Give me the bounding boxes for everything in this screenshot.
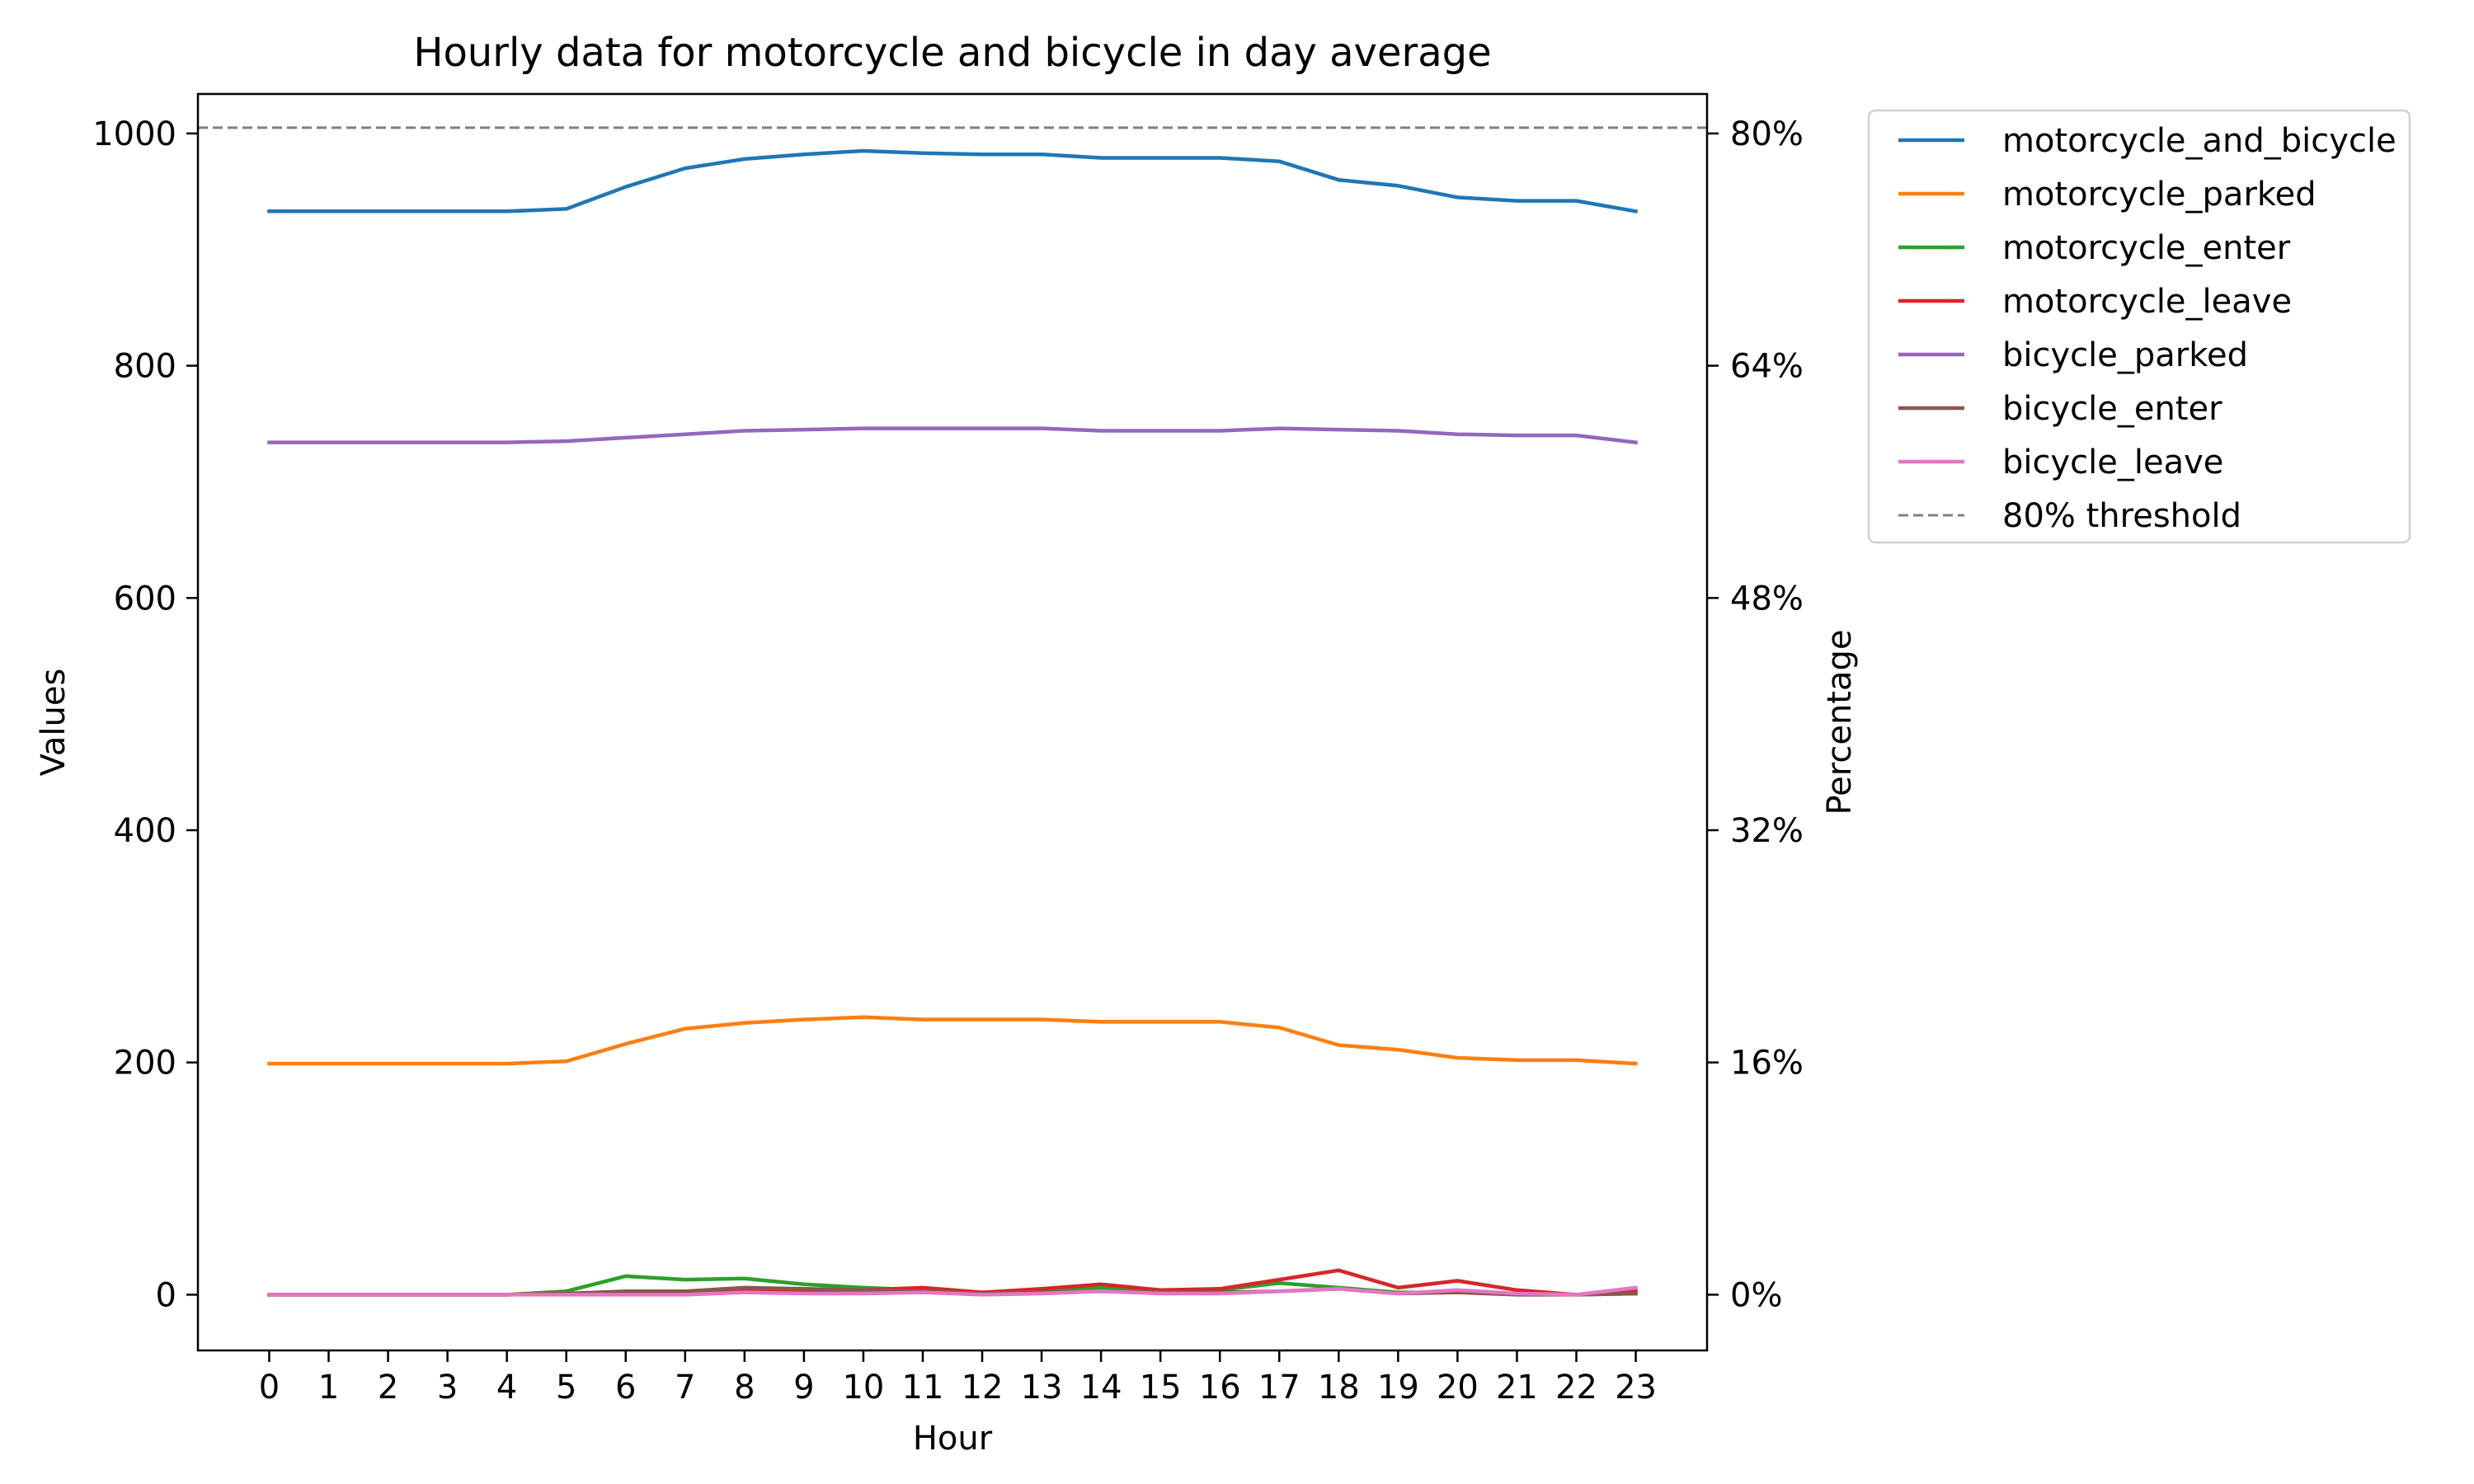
series-line-motorcycle-and-bicycle	[267, 148, 1639, 214]
x-tick-label: 11	[902, 1369, 944, 1407]
plot-frame	[196, 92, 1709, 1352]
legend-box	[1867, 109, 2411, 544]
y2-tick-label: 0%	[1730, 1276, 1782, 1314]
y-tick-label: 600	[114, 580, 176, 618]
x-tick-label: 3	[437, 1369, 458, 1407]
legend-label: bicycle_leave	[2002, 444, 2223, 481]
legend-label: 80% threshold	[2002, 497, 2241, 535]
y2-tick-label: 80%	[1730, 115, 1804, 153]
series-line-bicycle-parked	[267, 426, 1638, 445]
x-tick-label: 16	[1199, 1369, 1241, 1407]
x-tick-label: 1	[318, 1369, 339, 1407]
y2-axis-label: Percentage	[1821, 629, 1859, 815]
y2-tick-label: 64%	[1730, 348, 1804, 386]
x-tick-label: 21	[1496, 1369, 1538, 1407]
legend-label: motorcycle_and_bicycle	[2002, 122, 2396, 160]
x-tick-label: 12	[962, 1369, 1004, 1407]
x-tick-label: 2	[378, 1369, 398, 1407]
legend-items: motorcycle_and_bicycle motorcycle_parkedm…	[1898, 122, 2396, 535]
x-tick-label: 0	[259, 1369, 280, 1407]
x-tick-label: 7	[675, 1369, 695, 1407]
y-tick-label: 0	[156, 1276, 176, 1314]
x-tick-label: 14	[1080, 1369, 1122, 1407]
legend-label: motorcycle_enter	[2002, 229, 2291, 267]
y-tick-label: 400	[114, 812, 176, 850]
x-tick-label: 6	[615, 1369, 636, 1407]
y-axis-ticks: 0 200 400 600 800 1000	[92, 115, 198, 1314]
y2-tick-label: 32%	[1730, 812, 1804, 850]
x-tick-label: 19	[1377, 1369, 1419, 1407]
x-tick-label: 4	[496, 1369, 517, 1407]
x-tick-label: 10	[842, 1369, 884, 1407]
x-tick-label: 23	[1615, 1369, 1657, 1407]
x-tick-label: 5	[556, 1369, 576, 1407]
legend-label: motorcycle_leave	[2002, 283, 2292, 321]
x-tick-label: 13	[1021, 1369, 1063, 1407]
x-axis-label: Hour	[913, 1420, 993, 1458]
x-axis-ticks: 0 1 2 3 4 5 6 7 8 9 10 11 12 13 14 15 16 17 18 19 20 21 22 23	[259, 1350, 1657, 1407]
legend-label: bicycle_enter	[2002, 390, 2222, 428]
legend: motorcycle_and_bicycle motorcycle_parkedm…	[1867, 109, 2411, 544]
series-line-bicycle-leave	[267, 1285, 1638, 1297]
series-line-motorcycle-parked	[267, 1015, 1638, 1066]
y-tick-label: 1000	[92, 115, 176, 153]
chart-title: Hourly data for motorcycle and bicycle i…	[413, 30, 1491, 76]
y-tick-label: 200	[114, 1045, 176, 1082]
x-tick-label: 17	[1258, 1369, 1300, 1407]
x-tick-label: 18	[1318, 1369, 1360, 1407]
x-tick-label: 20	[1437, 1369, 1479, 1407]
series-layer	[267, 148, 1639, 1297]
x-tick-label: 15	[1140, 1369, 1182, 1407]
x-tick-label: 8	[734, 1369, 755, 1407]
y-axis-label: Values	[35, 669, 73, 777]
x-tick-label: 22	[1555, 1369, 1597, 1407]
x-tick-label: 9	[793, 1369, 814, 1407]
y2-axis-ticks: 0% 16% 32% 48% 64% 80%	[1707, 115, 1804, 1314]
y-tick-label: 800	[114, 348, 176, 386]
y2-tick-label: 48%	[1730, 580, 1804, 618]
legend-label: motorcycle_parked	[2002, 176, 2316, 214]
y2-tick-label: 16%	[1730, 1045, 1804, 1082]
legend-label: bicycle_parked	[2002, 336, 2248, 374]
